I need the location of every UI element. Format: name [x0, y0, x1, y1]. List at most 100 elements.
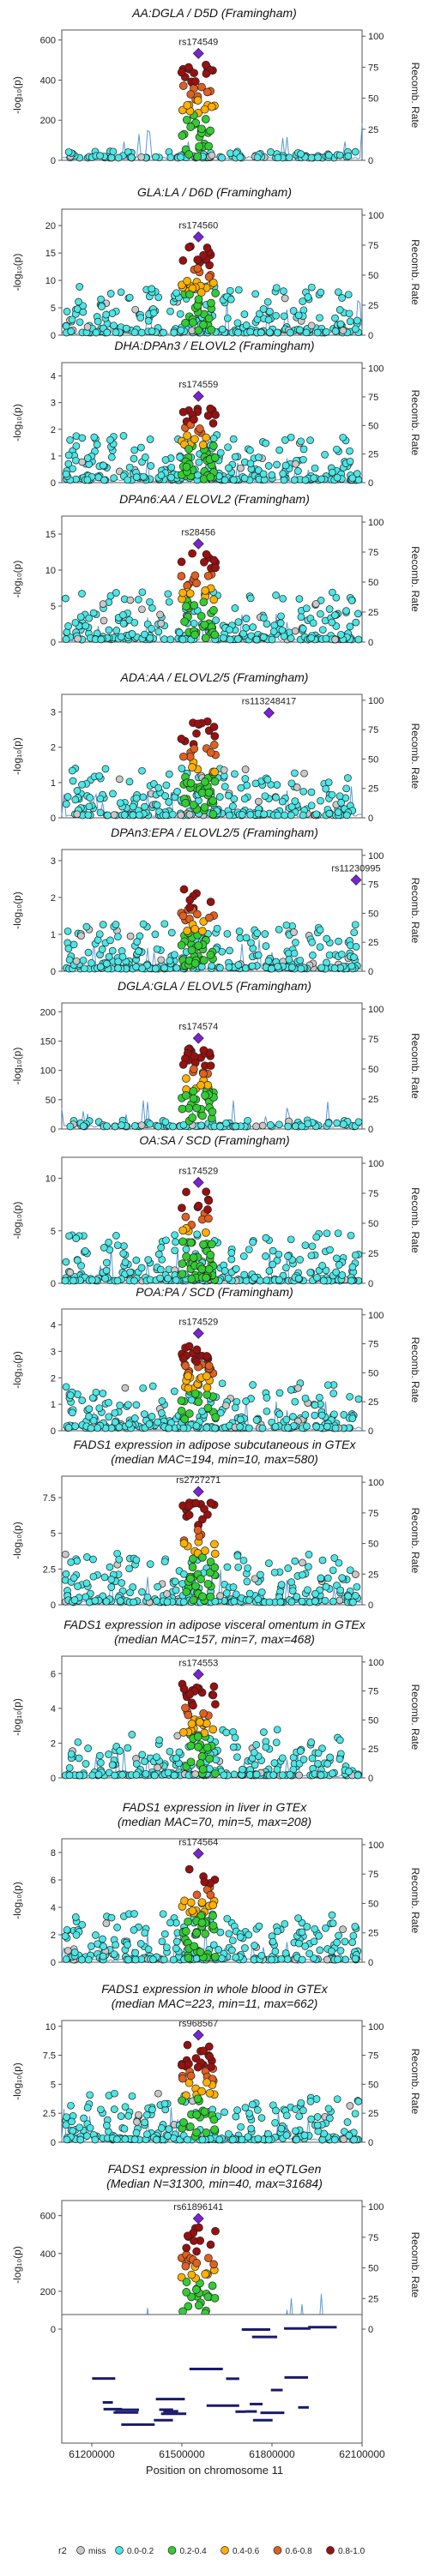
snp-point — [64, 945, 73, 952]
snp-point — [293, 1384, 302, 1392]
snp-point — [64, 147, 73, 156]
snp-point — [253, 2106, 262, 2114]
snp-point — [182, 2288, 191, 2297]
snp-point — [279, 470, 287, 477]
snp-point — [77, 932, 85, 940]
snp-point — [297, 964, 305, 973]
snp-point — [160, 635, 168, 643]
snp-point — [315, 1931, 323, 1940]
snp-point — [184, 444, 193, 453]
snp-point — [210, 767, 220, 777]
snp-point — [100, 616, 108, 625]
legend-swatch — [115, 2546, 124, 2555]
snp-point — [298, 1955, 306, 1964]
snp-point — [333, 445, 341, 453]
snp-point — [194, 941, 203, 950]
snp-point — [335, 151, 344, 159]
snp-point — [226, 811, 233, 820]
snp-point — [105, 1238, 112, 1246]
snp-point — [202, 1383, 212, 1392]
snp-point — [184, 1409, 194, 1418]
snp-point — [148, 285, 156, 293]
snp-point — [202, 433, 211, 442]
snp-point — [215, 793, 224, 801]
snp-point — [144, 1945, 153, 1954]
snp-point — [299, 445, 308, 453]
snp-point — [275, 1276, 283, 1284]
snp-point — [252, 1740, 261, 1749]
snp-point — [342, 607, 350, 615]
snp-point — [166, 153, 175, 162]
snp-point — [152, 153, 160, 161]
snp-point — [65, 1232, 73, 1240]
snp-point — [335, 792, 344, 801]
snp-point — [286, 328, 294, 337]
snp-point — [111, 2089, 118, 2098]
snp-point — [73, 1557, 82, 1565]
snp-point — [274, 811, 282, 820]
recomb-tick-label: 0 — [368, 2325, 373, 2335]
snp-point — [300, 2131, 309, 2140]
snp-point — [105, 1750, 112, 1758]
snp-point — [247, 2124, 256, 2133]
snp-point — [202, 1187, 211, 1197]
x-tick-label: 61800000 — [249, 2448, 295, 2460]
snp-point — [236, 1423, 244, 1431]
snp-point — [177, 940, 186, 950]
snp-point — [194, 295, 203, 304]
snp-point — [131, 305, 140, 314]
snp-point — [223, 314, 232, 322]
snp-point — [222, 1120, 230, 1127]
snp-point — [201, 586, 210, 595]
snp-point — [141, 630, 148, 639]
snp-point — [218, 153, 226, 162]
snp-point — [269, 1246, 277, 1255]
legend-label: miss — [88, 2547, 106, 2556]
snp-point — [354, 1395, 363, 1403]
snp-point — [179, 1598, 188, 1606]
snp-point — [150, 1771, 159, 1780]
y-tick-label: 0 — [51, 814, 56, 824]
snp-point — [307, 153, 316, 162]
snp-point — [126, 1268, 135, 1276]
snp-point — [347, 1276, 355, 1285]
snp-point — [63, 793, 72, 801]
snp-point — [157, 471, 166, 479]
snp-point — [263, 776, 272, 784]
snp-point — [62, 800, 70, 808]
snp-point — [352, 618, 360, 627]
snp-point — [203, 571, 213, 580]
snp-point — [334, 1955, 341, 1964]
snp-point — [190, 630, 199, 639]
snp-point — [344, 152, 353, 160]
snp-point — [158, 2124, 166, 2132]
snp-point — [62, 2121, 70, 2129]
snp-point — [203, 411, 213, 420]
snp-point — [314, 1749, 323, 1757]
snp-point — [210, 453, 220, 462]
chart-panel-10: FADS1 expression in adipose subcutaneous… — [11, 1438, 421, 1611]
snp-point — [277, 1581, 286, 1588]
snp-point — [179, 1684, 189, 1694]
lead-snp-marker — [192, 1486, 204, 1498]
snp-point — [111, 1408, 119, 1417]
snp-point — [317, 609, 324, 618]
snp-point — [124, 476, 132, 484]
snp-point — [281, 1919, 289, 1928]
snp-point — [189, 1701, 197, 1710]
snp-point — [220, 1771, 228, 1780]
snp-point — [177, 735, 186, 743]
snp-point — [177, 153, 184, 161]
snp-point — [262, 1252, 269, 1260]
snp-point — [329, 1769, 336, 1778]
snp-point — [80, 2114, 88, 2123]
recomb-tick-label: 100 — [368, 1840, 384, 1851]
snp-point — [161, 1118, 170, 1126]
snp-point — [148, 327, 156, 335]
recomb-tick-label: 50 — [368, 1715, 378, 1726]
snp-point — [190, 1389, 200, 1398]
snp-point — [335, 1736, 344, 1744]
snp-point — [82, 1760, 90, 1768]
snp-point — [264, 315, 273, 324]
lead-snp-label: rs174574 — [178, 1022, 218, 1032]
